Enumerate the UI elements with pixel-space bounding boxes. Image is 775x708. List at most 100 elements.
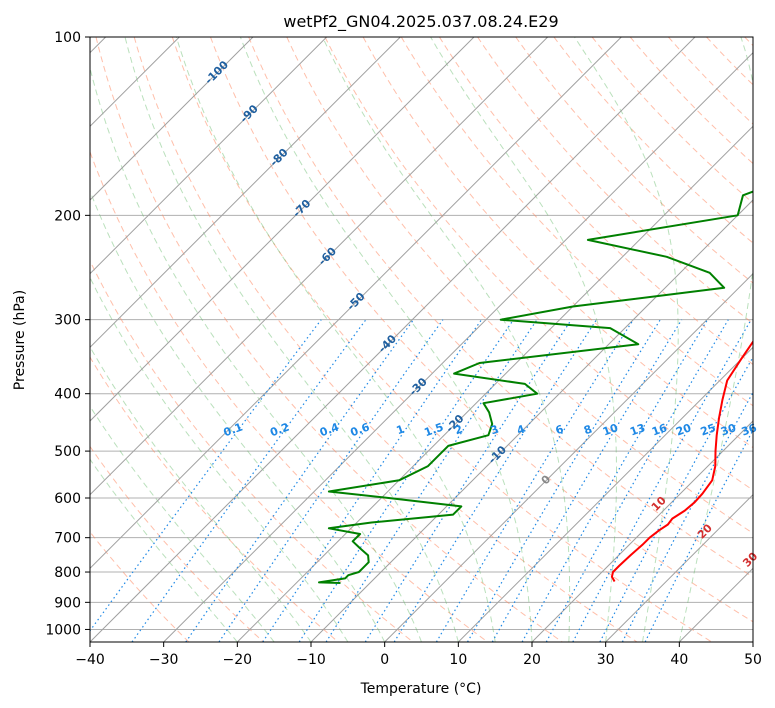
isotherm-line bbox=[163, 51, 753, 642]
dry-adiabat-line bbox=[248, 37, 753, 578]
dry-adiabat-line bbox=[210, 37, 753, 623]
moist-adiabat-line bbox=[90, 405, 275, 642]
y-tick-label: 100 bbox=[54, 30, 81, 46]
dry-adiabat-line bbox=[553, 37, 753, 244]
x-tick-label: 30 bbox=[597, 652, 615, 668]
mixing-ratio-label: 0.6 bbox=[349, 420, 372, 439]
y-tick-label: 700 bbox=[54, 531, 81, 547]
x-tick-label: 10 bbox=[449, 652, 467, 668]
dry-adiabat-line bbox=[438, 37, 753, 366]
mixing-ratio-label: 0.1 bbox=[222, 420, 245, 439]
dry-adiabat-line bbox=[286, 37, 753, 534]
x-tick-label: −20 bbox=[223, 652, 253, 668]
isotherm-line bbox=[90, 37, 475, 422]
dry-adiabat-line bbox=[171, 37, 712, 642]
isotherm-line bbox=[457, 346, 753, 642]
moist-adiabat-line bbox=[90, 65, 422, 642]
isotherm-line bbox=[90, 37, 622, 570]
y-tick-label: 500 bbox=[54, 444, 81, 460]
dry-adiabat-line bbox=[90, 259, 414, 642]
mixing-ratio-label: 0.4 bbox=[318, 420, 341, 439]
isotherm-line bbox=[310, 199, 753, 642]
dry-adiabat-line bbox=[90, 150, 488, 642]
isotherm-line bbox=[90, 37, 328, 275]
x-tick-label: −40 bbox=[75, 652, 105, 668]
mixing-ratio-label: 16 bbox=[650, 421, 669, 439]
dry-adiabat-line bbox=[400, 37, 753, 407]
dry-adiabat-line bbox=[133, 37, 638, 642]
moist-adiabat-line bbox=[90, 276, 349, 642]
isotherm-line bbox=[605, 493, 753, 642]
dry-adiabat-line bbox=[324, 37, 753, 491]
y-tick-label: 800 bbox=[54, 565, 81, 581]
mixing-ratio-line bbox=[131, 319, 367, 642]
x-tick-label: 40 bbox=[670, 652, 688, 668]
moist-adiabat-line bbox=[574, 37, 679, 642]
mixing-ratio-label: 13 bbox=[628, 421, 647, 438]
dry-adiabat-line bbox=[90, 356, 339, 642]
x-tick-label: −30 bbox=[149, 652, 179, 668]
mixing-ratio-label: 4 bbox=[515, 422, 527, 437]
moist-adiabat-line bbox=[90, 189, 386, 642]
series-layer bbox=[318, 190, 753, 584]
mixing-ratio-line bbox=[599, 355, 753, 642]
mixing-ratio-label: 30 bbox=[719, 421, 738, 439]
x-tick-label: 50 bbox=[744, 652, 762, 668]
mixing-ratio-line bbox=[491, 319, 683, 642]
x-tick-label: 0 bbox=[380, 652, 389, 668]
chart-title: wetPf2_GN04.2025.037.08.24.E29 bbox=[283, 12, 558, 32]
mixing-ratio-line bbox=[185, 319, 414, 642]
isotherm-line bbox=[531, 420, 753, 642]
mixing-ratio-line bbox=[466, 319, 661, 642]
mixing-ratio-line bbox=[572, 319, 752, 642]
moist-adiabat-line bbox=[90, 458, 238, 642]
isotherm-line bbox=[90, 37, 401, 349]
y-axis-title: Pressure (hPa) bbox=[12, 290, 28, 390]
isotherm-line bbox=[236, 125, 753, 642]
moist-adiabat-line bbox=[430, 37, 617, 642]
y-tick-label: 200 bbox=[54, 208, 81, 224]
x-tick-label: −10 bbox=[296, 652, 326, 668]
y-tick-label: 900 bbox=[54, 595, 81, 611]
mixing-ratio-line bbox=[521, 319, 709, 642]
mixing-ratio-line bbox=[644, 428, 753, 642]
isotherm-line bbox=[90, 37, 696, 642]
y-tick-label: 400 bbox=[54, 387, 81, 403]
mixing-ratio-label: 8 bbox=[582, 422, 594, 437]
isotherm-line bbox=[384, 272, 753, 642]
moist-adiabat-line bbox=[124, 37, 459, 642]
dry-adiabat-line bbox=[95, 37, 563, 642]
plot-area bbox=[90, 37, 753, 642]
y-tick-label: 300 bbox=[54, 313, 81, 329]
mixing-ratio-line bbox=[90, 319, 322, 632]
x-tick-label: 20 bbox=[523, 652, 541, 668]
dry-adiabat-line bbox=[591, 37, 753, 204]
moist-adiabat-line bbox=[678, 37, 753, 642]
moist-adiabat-line bbox=[322, 37, 571, 642]
mixing-ratio-label: 0.2 bbox=[268, 420, 291, 439]
mixing-ratio-label: 20 bbox=[674, 421, 693, 439]
y-tick-label: 1000 bbox=[45, 622, 81, 638]
mixing-ratio-label: 1.5 bbox=[423, 420, 446, 439]
dewpoint-line bbox=[318, 190, 753, 584]
plot-frame bbox=[89, 36, 754, 643]
mixing-ratio-label: 1 bbox=[395, 422, 407, 437]
moist-adiabat-line bbox=[175, 37, 496, 642]
isotherm-line bbox=[90, 37, 254, 201]
background-lines bbox=[90, 37, 753, 642]
mixing-ratio-label: 10 bbox=[601, 421, 620, 439]
mixing-ratio-line bbox=[621, 391, 753, 642]
mixing-ratio-label: 36 bbox=[740, 421, 759, 439]
y-tick-label: 600 bbox=[54, 491, 81, 507]
mixing-ratio-label: 25 bbox=[699, 421, 718, 438]
mixing-ratio-label: 3 bbox=[489, 422, 501, 437]
mixing-ratio-label: 6 bbox=[554, 422, 566, 437]
mixing-ratio-line bbox=[545, 319, 729, 642]
axis-ticks: −40 −30 −20 −10 0 10 20 30 40 5010020030040050060… bbox=[45, 30, 762, 668]
x-axis-title: Temperature (°C) bbox=[360, 681, 482, 697]
moist-adiabat-line bbox=[239, 37, 533, 642]
mixing-ratio-line bbox=[364, 319, 572, 642]
isotherm-line bbox=[90, 37, 549, 496]
mixing-ratio-line bbox=[298, 319, 514, 642]
